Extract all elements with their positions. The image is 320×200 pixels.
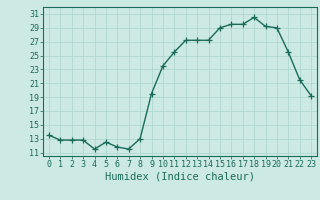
X-axis label: Humidex (Indice chaleur): Humidex (Indice chaleur) bbox=[105, 172, 255, 182]
